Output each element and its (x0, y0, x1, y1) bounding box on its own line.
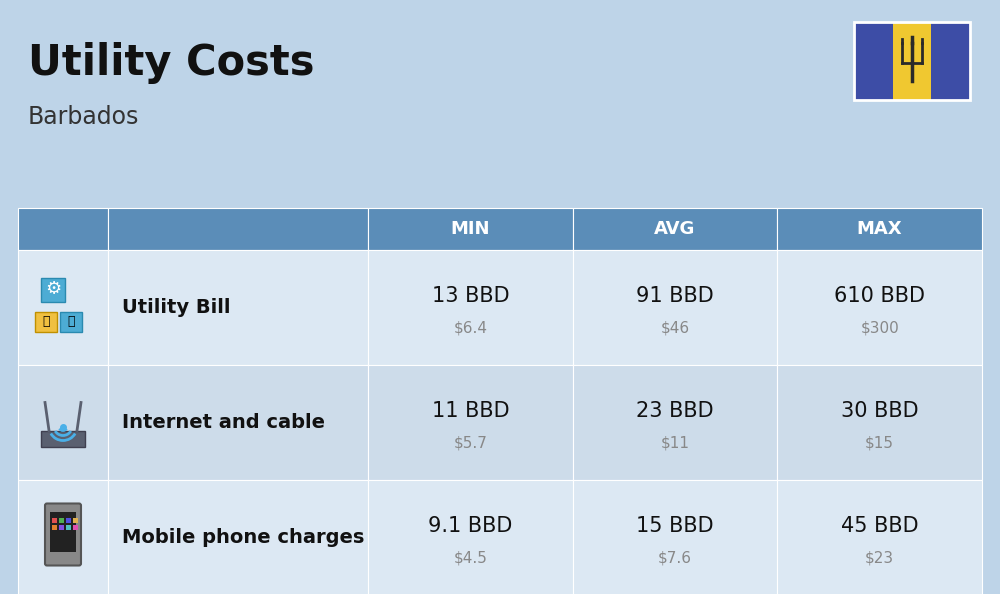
Bar (41, 431, 85, 447)
Bar (368, 208, 573, 250)
Text: Mobile phone charges: Mobile phone charges (122, 528, 364, 547)
Bar (60, 311, 82, 331)
Bar (777, 480, 982, 594)
Bar (59, 525, 64, 529)
Bar (59, 517, 64, 523)
Bar (41, 277, 65, 302)
Bar (35, 311, 57, 331)
Bar (931, 22, 970, 100)
Bar (108, 365, 368, 480)
Text: 9.1 BBD: 9.1 BBD (428, 516, 513, 536)
Text: MIN: MIN (451, 220, 490, 238)
FancyBboxPatch shape (45, 504, 81, 565)
Text: 15 BBD: 15 BBD (636, 516, 714, 536)
Text: 91 BBD: 91 BBD (636, 286, 714, 306)
Text: Barbados: Barbados (28, 105, 139, 129)
Bar (108, 480, 368, 594)
Text: AVG: AVG (654, 220, 696, 238)
Bar (854, 22, 970, 100)
Bar (18, 208, 108, 250)
Bar (573, 365, 777, 480)
Bar (573, 250, 777, 365)
Bar (893, 22, 931, 100)
Bar (573, 208, 777, 250)
Text: 30 BBD: 30 BBD (841, 401, 918, 421)
Text: 23 BBD: 23 BBD (636, 401, 714, 421)
Bar (73, 525, 78, 529)
Bar (777, 250, 982, 365)
Bar (52, 525, 57, 529)
Bar (66, 517, 71, 523)
Text: 🔌: 🔌 (42, 315, 50, 328)
Text: 💧: 💧 (67, 315, 75, 328)
Text: Internet and cable: Internet and cable (122, 413, 325, 432)
Bar (18, 365, 108, 480)
Bar (777, 208, 982, 250)
Bar (18, 480, 108, 594)
Bar (573, 480, 777, 594)
Text: $11: $11 (660, 436, 690, 451)
Text: 11 BBD: 11 BBD (432, 401, 509, 421)
Text: $5.7: $5.7 (453, 436, 487, 451)
Bar (854, 22, 893, 100)
Text: 13 BBD: 13 BBD (432, 286, 509, 306)
Bar (18, 250, 108, 365)
Text: MAX: MAX (857, 220, 902, 238)
Bar (73, 517, 78, 523)
Text: ⚙: ⚙ (45, 280, 61, 299)
Text: Utility Costs: Utility Costs (28, 42, 314, 84)
Bar (368, 365, 573, 480)
Bar (777, 365, 982, 480)
Bar (50, 511, 76, 551)
Bar (108, 250, 368, 365)
Text: $7.6: $7.6 (658, 551, 692, 565)
Text: Utility Bill: Utility Bill (122, 298, 230, 317)
Text: $300: $300 (860, 321, 899, 336)
Bar (368, 250, 573, 365)
Text: $6.4: $6.4 (453, 321, 487, 336)
Bar (368, 480, 573, 594)
Bar (52, 517, 57, 523)
Bar (108, 208, 368, 250)
Text: $46: $46 (660, 321, 690, 336)
Bar (66, 525, 71, 529)
Text: $15: $15 (865, 436, 894, 451)
Text: 45 BBD: 45 BBD (841, 516, 918, 536)
Text: $23: $23 (865, 551, 894, 565)
Text: 610 BBD: 610 BBD (834, 286, 925, 306)
Text: $4.5: $4.5 (453, 551, 487, 565)
